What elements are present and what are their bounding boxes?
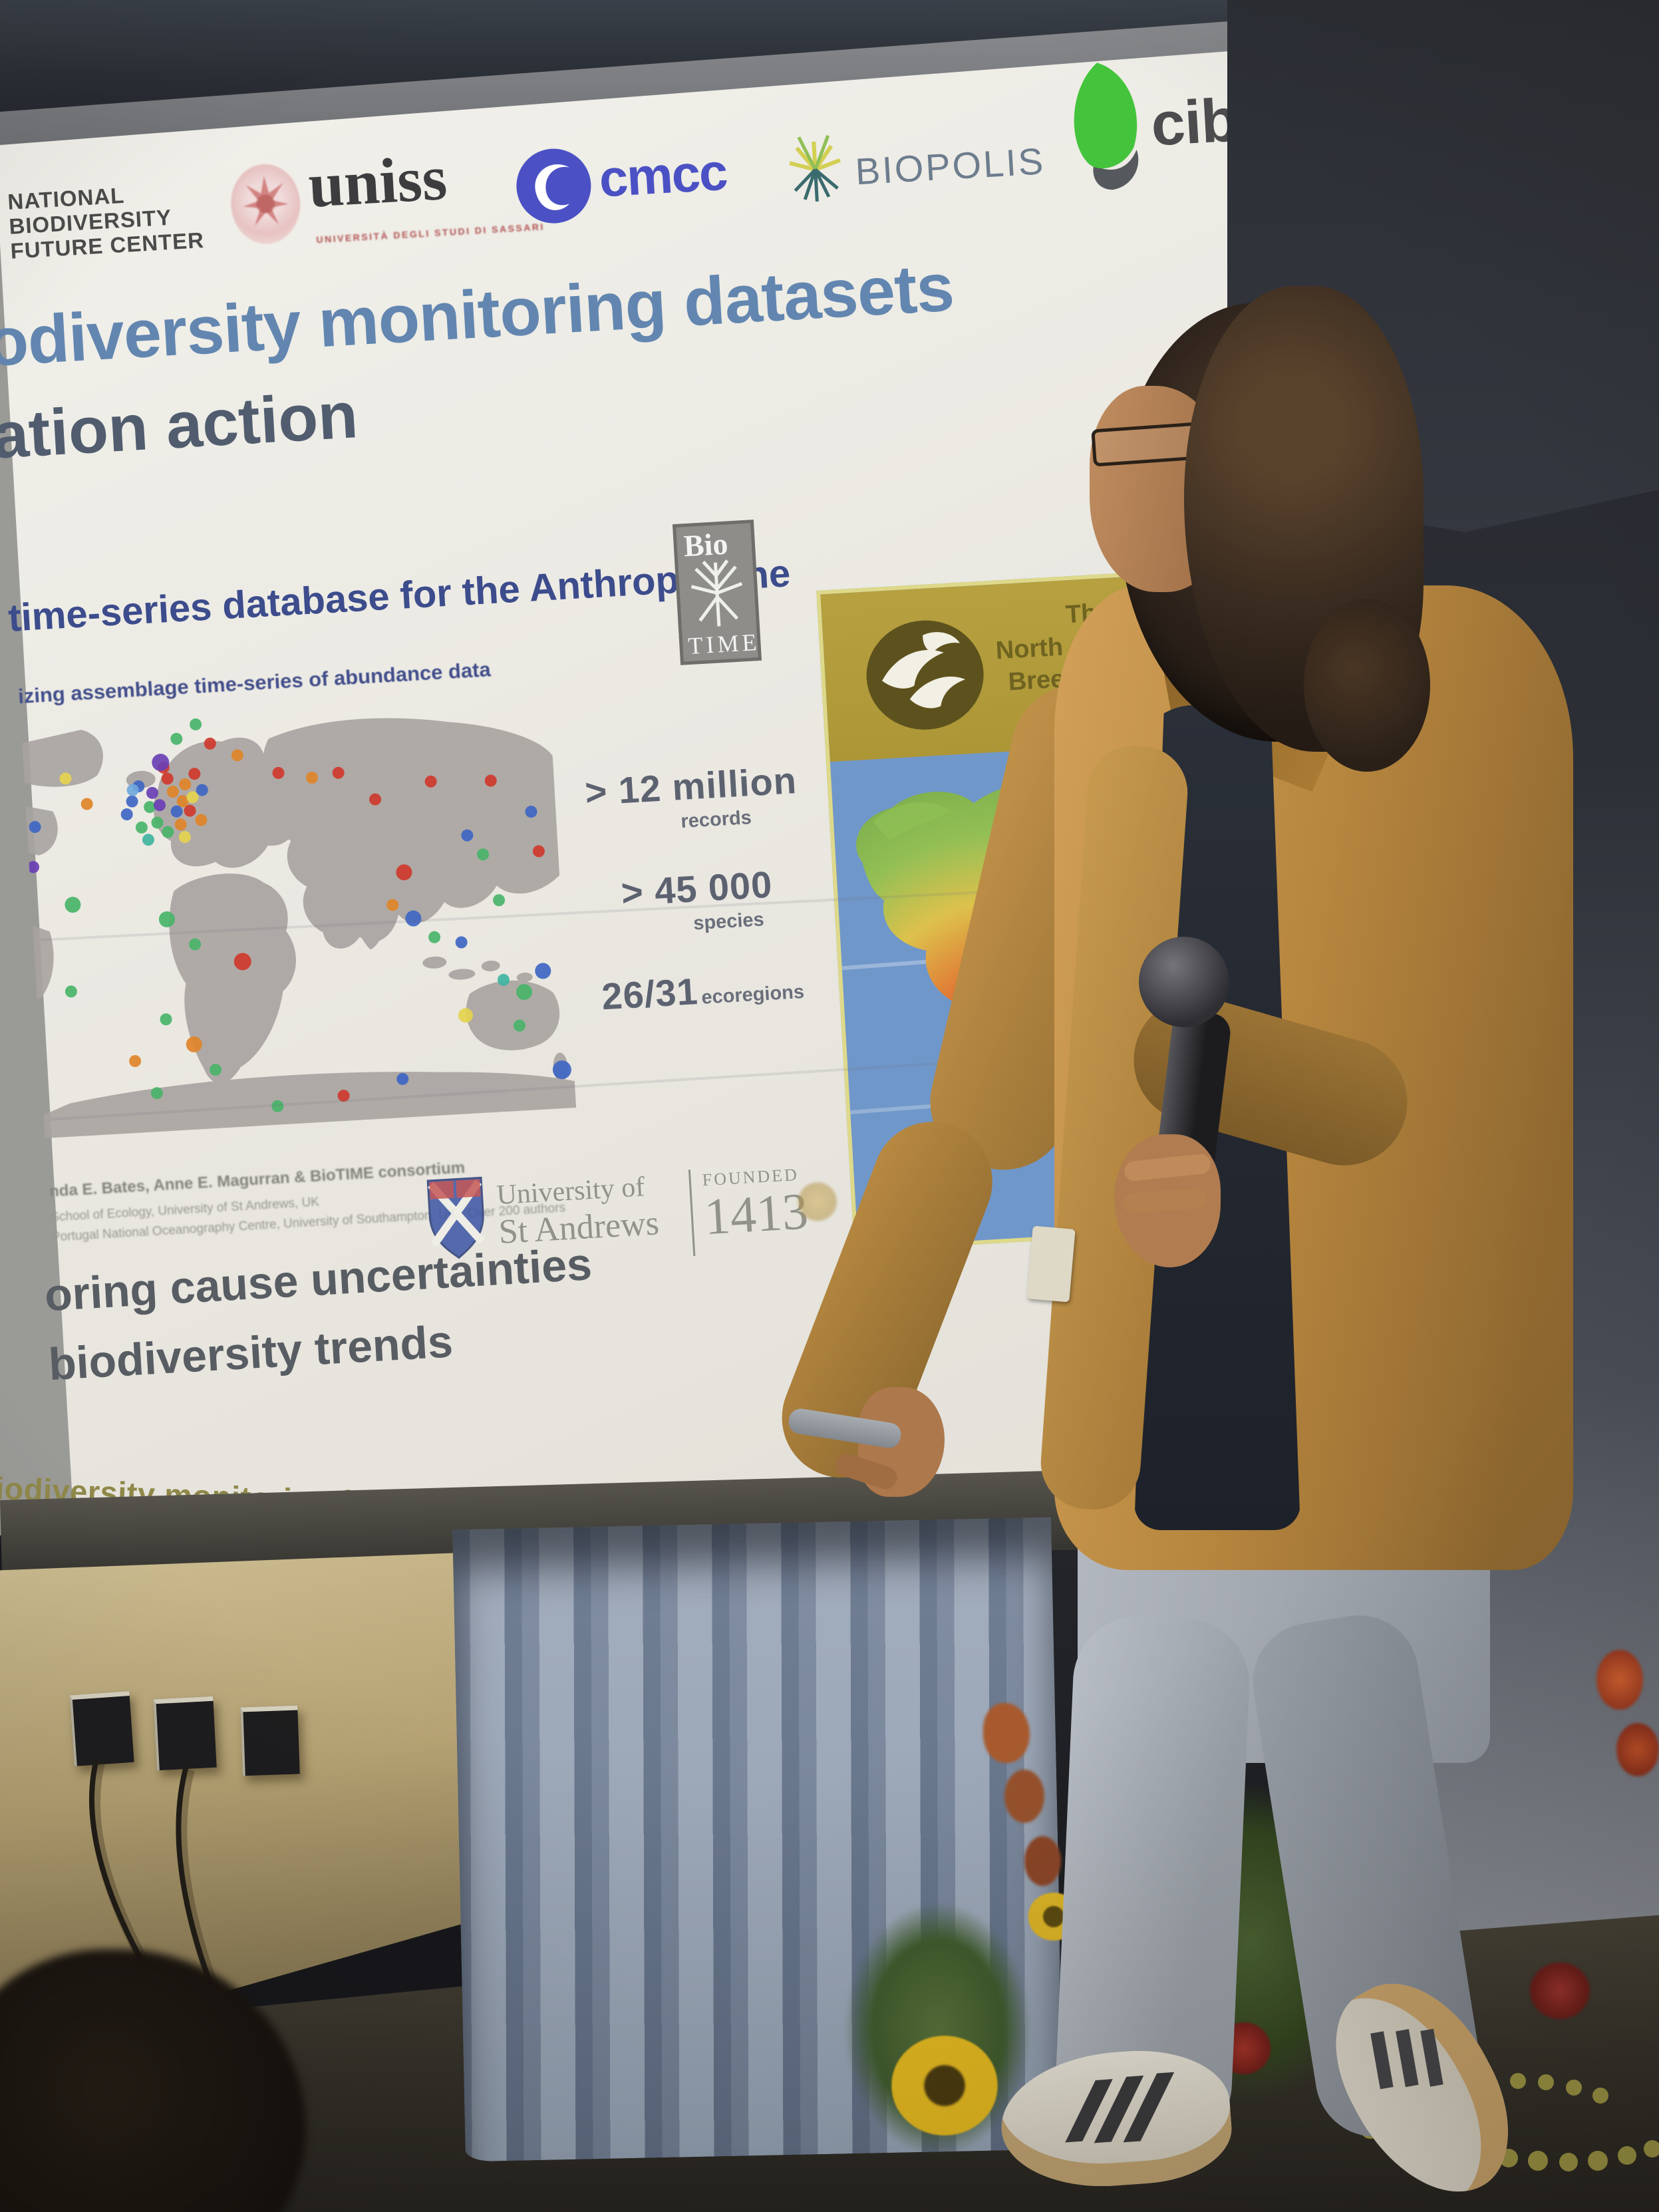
nbfc-logo: NATIONAL BIODIVERSITY FUTURE CENTER bbox=[7, 178, 205, 263]
logo-row: NATIONAL BIODIVERSITY FUTURE CENTER unis… bbox=[0, 44, 1297, 278]
biopolis-wordmark: BIOPOLIS bbox=[854, 140, 1046, 193]
statement-line2: biodiversity trends bbox=[47, 1316, 454, 1390]
uniss-crest-icon bbox=[228, 162, 303, 246]
sneaker-stripes bbox=[1370, 2031, 1394, 2090]
st-andrews-logo: University of St Andrews FOUNDED 1413 bbox=[424, 1157, 838, 1291]
sneaker-stripes bbox=[1396, 2029, 1419, 2088]
stat-ecoregions: 26/31 ecoregions bbox=[589, 963, 817, 1019]
red-flower-right bbox=[1530, 1963, 1590, 2019]
dried-flower-orange bbox=[1004, 1770, 1044, 1823]
biotime-logo-bottom-label: TIME bbox=[687, 628, 761, 660]
orange-flower bbox=[1596, 1650, 1643, 1710]
biotime-logo: Bio TIME bbox=[672, 520, 762, 665]
founded-block: FOUNDED 1413 bbox=[702, 1164, 810, 1246]
biopolis-tree bbox=[789, 134, 841, 202]
stat-ecoregions-unit: ecoregions bbox=[700, 981, 805, 1009]
audience-head-silhouette bbox=[0, 1949, 306, 2212]
stat-ecoregions-value: 26/31 bbox=[600, 970, 700, 1018]
cibio-leaf-icon bbox=[1054, 57, 1146, 201]
glasses-icon bbox=[1091, 422, 1200, 467]
cmcc-wordmark: cmcc bbox=[597, 142, 728, 208]
uniss-tagline: UNIVERSITÀ DEGLI STUDI DI SASSARI bbox=[315, 221, 545, 245]
biotime-heading: time-series database for the Anthropocen… bbox=[7, 552, 792, 640]
uniss-crest-detail bbox=[243, 176, 289, 226]
sunflower bbox=[891, 2036, 998, 2135]
st-andrews-divider bbox=[688, 1170, 696, 1257]
presenter-badge bbox=[1026, 1225, 1076, 1303]
world-map-svg bbox=[22, 718, 577, 1138]
microphone-head bbox=[1139, 937, 1229, 1027]
biopolis-icon bbox=[778, 128, 852, 212]
uniss-wordmark: uniss bbox=[306, 141, 449, 221]
presenter-hair-curl bbox=[1304, 599, 1430, 772]
orange-flower bbox=[1616, 1723, 1659, 1776]
stats-block: > 12 million records > 45 000 species 26… bbox=[577, 758, 817, 1019]
sneaker-stripes bbox=[1420, 2028, 1443, 2087]
world-map-data-points bbox=[27, 718, 571, 1112]
cibio-leaf bbox=[1074, 63, 1139, 190]
slide-title-line2: ation action bbox=[0, 378, 360, 472]
dried-flower-orange bbox=[1024, 1836, 1061, 1886]
cmcc-swirl bbox=[516, 148, 591, 224]
st-andrews-crest-icon bbox=[426, 1176, 486, 1259]
statement-line1: oring cause uncertainties bbox=[43, 1239, 593, 1321]
cmcc-icon bbox=[513, 145, 594, 226]
dried-flower-orange bbox=[983, 1703, 1030, 1763]
world-map bbox=[20, 676, 577, 1138]
bbs-birds-icon bbox=[866, 620, 984, 730]
founded-year: 1413 bbox=[702, 1182, 810, 1246]
biotime-tree-glyph bbox=[690, 559, 743, 627]
